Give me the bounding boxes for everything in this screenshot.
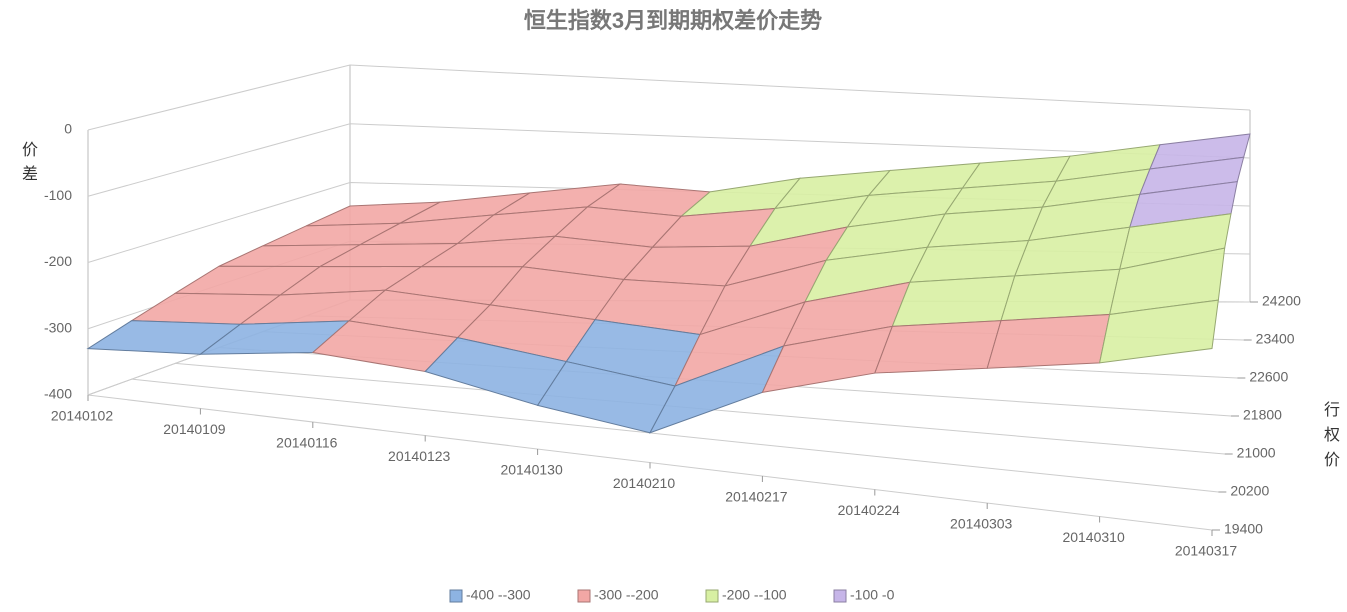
z-tick-label: -400 (44, 386, 72, 402)
y-tick-label: 21800 (1243, 407, 1282, 423)
x-tick-label: 20140210 (613, 475, 676, 491)
surface-cell (986, 313, 1111, 369)
surface-cell (891, 275, 1016, 327)
surface (86, 133, 1251, 434)
y-axis-label: 行权价 (1324, 400, 1340, 469)
x-tick-label: 20140130 (500, 462, 563, 478)
x-tick-label: 20140109 (163, 421, 226, 437)
legend-label: -300 --200 (594, 587, 659, 603)
surface-cell (1000, 268, 1121, 322)
legend-swatch (833, 589, 847, 603)
z-tick-label: -100 (44, 187, 72, 203)
surface-cell (874, 320, 1002, 374)
y-tick-label: 22600 (1249, 369, 1288, 385)
grid-line (131, 378, 1219, 493)
y-tick-label: 19400 (1224, 521, 1263, 537)
chart-title: 恒生指数3月到期期权差价走势 (524, 8, 822, 33)
z-tick-label: 0 (64, 121, 72, 137)
x-tick-label: 20140317 (1175, 543, 1238, 559)
legend: -400 --300 -300 --200 -200 --100 -100 -0 (449, 587, 895, 603)
x-tick-label: 20140123 (388, 448, 451, 464)
x-tick-label: 20140224 (838, 502, 901, 518)
z-tick-label: -200 (44, 253, 72, 269)
legend-label: -400 --300 (466, 587, 531, 603)
x-tick-label: 20140303 (950, 516, 1013, 532)
y-tick-label: 24200 (1262, 293, 1301, 309)
z-tick-label: -300 (44, 319, 72, 335)
y-tick-label: 21000 (1237, 445, 1276, 461)
grid-line (87, 64, 1251, 131)
surface-cell (1098, 299, 1219, 364)
legend-swatch (449, 589, 463, 603)
y-tick-label: 20200 (1230, 483, 1269, 499)
x-tick-label: 20140217 (725, 489, 788, 505)
legend-swatch (705, 589, 719, 603)
grid-line (87, 123, 1251, 197)
legend-label: -100 -0 (850, 587, 895, 603)
z-axis-label: 价差 (22, 140, 38, 183)
x-tick-label: 20140310 (1062, 529, 1125, 545)
y-tick-label: 23400 (1256, 331, 1295, 347)
x-tick-label: 20140116 (276, 435, 337, 451)
legend-swatch (577, 589, 591, 603)
legend-label: -200 --100 (722, 587, 787, 603)
x-tick-label: 20140102 (51, 408, 114, 424)
